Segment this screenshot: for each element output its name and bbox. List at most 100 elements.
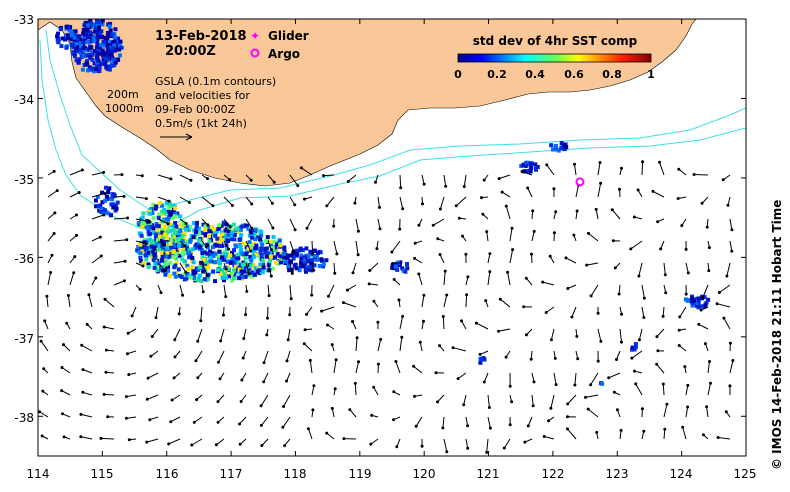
sst-pixel: [279, 251, 284, 256]
scale-arrow-head: [185, 133, 193, 141]
velocity-arrow-head: [75, 233, 79, 237]
velocity-arrow-head: [376, 320, 380, 324]
sst-pixel: [191, 269, 196, 274]
velocity-arrow-head: [196, 339, 200, 343]
sst-pixel: [273, 255, 277, 260]
sst-pixel: [216, 267, 220, 272]
velocity-arrow: [126, 416, 137, 419]
sst-pixel: [84, 32, 89, 37]
sst-pixel: [73, 54, 77, 59]
velocity-arrow: [443, 271, 446, 286]
colorbar-tick: 1: [647, 68, 655, 81]
sst-pixel: [136, 244, 141, 249]
velocity-arrow: [487, 416, 491, 429]
sst-pixel: [173, 234, 178, 239]
velocity-arrow: [289, 262, 293, 274]
sst-pixel: [205, 242, 210, 247]
sst-pixel: [104, 65, 109, 70]
sst-pixel: [97, 35, 102, 40]
sst-pixel: [162, 210, 167, 215]
velocity-arrow-head: [684, 247, 688, 251]
velocity-arrow-head: [242, 337, 246, 340]
velocity-arrow: [113, 280, 125, 286]
sst-pixel: [312, 248, 317, 253]
sst-pixel: [157, 201, 162, 206]
sst-pixel: [179, 236, 184, 241]
sst-pixel: [268, 259, 272, 264]
sst-pixel: [702, 295, 707, 300]
sst-pixel: [209, 229, 214, 234]
lon-label: 123: [606, 467, 629, 481]
sst-pixel: [157, 212, 162, 217]
velocity-arrow-head: [730, 249, 734, 253]
sst-pixel: [140, 224, 145, 229]
velocity-arrow-head: [372, 385, 376, 389]
velocity-arrow-head: [506, 270, 510, 274]
sst-pixel: [110, 32, 115, 37]
velocity-arrow: [223, 240, 230, 250]
velocity-arrow-head: [545, 163, 549, 167]
velocity-arrow: [483, 372, 489, 383]
velocity-arrow-head: [701, 433, 705, 437]
lat-label: -37: [14, 332, 34, 346]
sst-pixel: [100, 200, 105, 205]
sst-pixel: [156, 215, 161, 220]
velocity-arrow-head: [526, 424, 530, 428]
sst-pixel: [268, 239, 273, 244]
velocity-arrow-head: [379, 337, 383, 341]
sst-pixel: [200, 242, 204, 247]
velocity-arrow: [706, 406, 709, 418]
sst-pixel: [163, 224, 168, 229]
velocity-arrow-head: [259, 423, 263, 427]
velocity-arrow: [546, 164, 555, 176]
velocity-arrow-head: [414, 424, 418, 428]
sst-pixel: [245, 249, 250, 254]
velocity-arrow-head: [413, 394, 416, 398]
sst-pixel: [166, 268, 171, 273]
sst-pixel: [271, 235, 276, 239]
velocity-arrows: [38, 160, 735, 454]
velocity-arrow-head: [697, 322, 701, 326]
velocity-arrow-head: [60, 389, 64, 393]
velocity-arrow: [531, 372, 535, 383]
velocity-arrow-head: [290, 271, 294, 275]
sst-pixel: [151, 249, 156, 254]
sst-pixel: [138, 255, 143, 260]
sst-pixel: [304, 266, 309, 271]
sst-pixel: [254, 243, 259, 248]
velocity-arrow: [716, 303, 731, 308]
sst-pixel: [203, 269, 208, 274]
sst-pixel: [72, 37, 77, 42]
sst-pixel: [194, 229, 199, 234]
velocity-arrow-head: [308, 358, 312, 362]
sst-pixel: [106, 34, 111, 39]
sst-pixel: [164, 254, 169, 259]
sst-pixel: [139, 233, 144, 238]
velocity-arrow-head: [549, 406, 553, 410]
sst-pixel: [269, 243, 273, 248]
sst-pixel: [184, 244, 189, 249]
velocity-arrow-head: [322, 174, 325, 178]
velocity-arrow-head: [66, 294, 70, 297]
sst-pixel: [69, 42, 74, 47]
sst-pixel: [165, 236, 169, 240]
sst-pixel: [117, 47, 122, 52]
velocity-arrow: [355, 218, 359, 232]
sst-pixel: [178, 229, 183, 234]
velocity-arrow-head: [204, 245, 208, 249]
velocity-arrow-head: [189, 178, 193, 182]
velocity-arrow-head: [620, 166, 623, 170]
velocity-arrow: [352, 262, 357, 273]
velocity-arrow: [542, 281, 555, 286]
velocity-arrow-head: [99, 436, 103, 440]
velocity-arrow-head: [401, 314, 405, 318]
velocity-arrow-head: [325, 431, 329, 435]
velocity-arrow-head: [272, 180, 276, 184]
sst-pixel: [219, 230, 224, 235]
velocity-arrow-head: [299, 166, 303, 170]
sst-pixel: [138, 242, 143, 247]
sst-pixel: [99, 210, 104, 214]
velocity-arrow: [223, 284, 227, 297]
velocity-arrow-head: [524, 276, 528, 280]
sst-pixel: [198, 265, 203, 270]
